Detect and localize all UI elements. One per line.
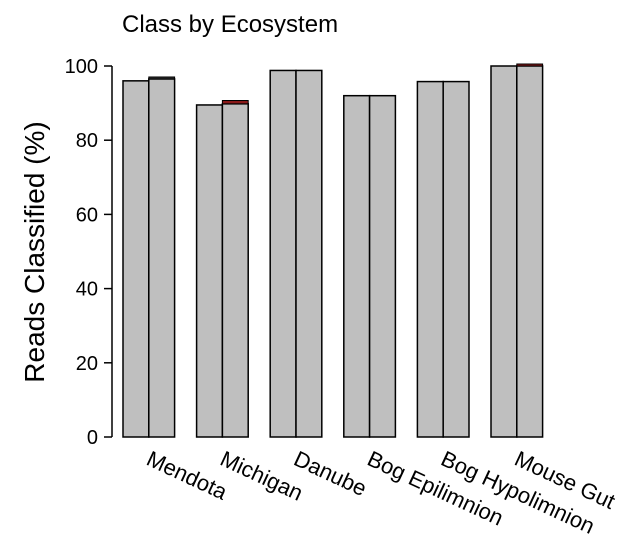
- y-tick-label: 60: [76, 204, 98, 226]
- bar: [295, 69, 323, 438]
- bars: [122, 63, 544, 438]
- y-axis-ticks: 0 20 40 60 80 100: [65, 56, 112, 449]
- chart-title: Class by Ecosystem: [122, 11, 338, 38]
- bar: [343, 94, 371, 438]
- y-tick-label: 0: [87, 427, 98, 449]
- bar: [516, 65, 544, 438]
- y-tick-label: 40: [76, 279, 98, 301]
- bar: [490, 65, 518, 438]
- y-axis-label: Reads Classified (%): [19, 121, 50, 382]
- bar: [416, 80, 444, 438]
- bar: [195, 104, 224, 438]
- bar-top-segment: [148, 76, 176, 80]
- category-label: Michigan: [216, 446, 306, 506]
- bar: [442, 80, 470, 438]
- y-tick-label: 100: [65, 56, 98, 78]
- bar: [269, 69, 297, 438]
- category-label: Mendota: [143, 446, 232, 505]
- bar: [122, 80, 150, 438]
- bar-top-segment: [221, 100, 249, 105]
- y-tick-label: 20: [76, 353, 98, 375]
- y-tick-label: 80: [76, 130, 98, 152]
- bar: [221, 103, 249, 438]
- bar-top-segment: [516, 63, 544, 67]
- bar: [148, 78, 176, 438]
- bar: [368, 94, 397, 438]
